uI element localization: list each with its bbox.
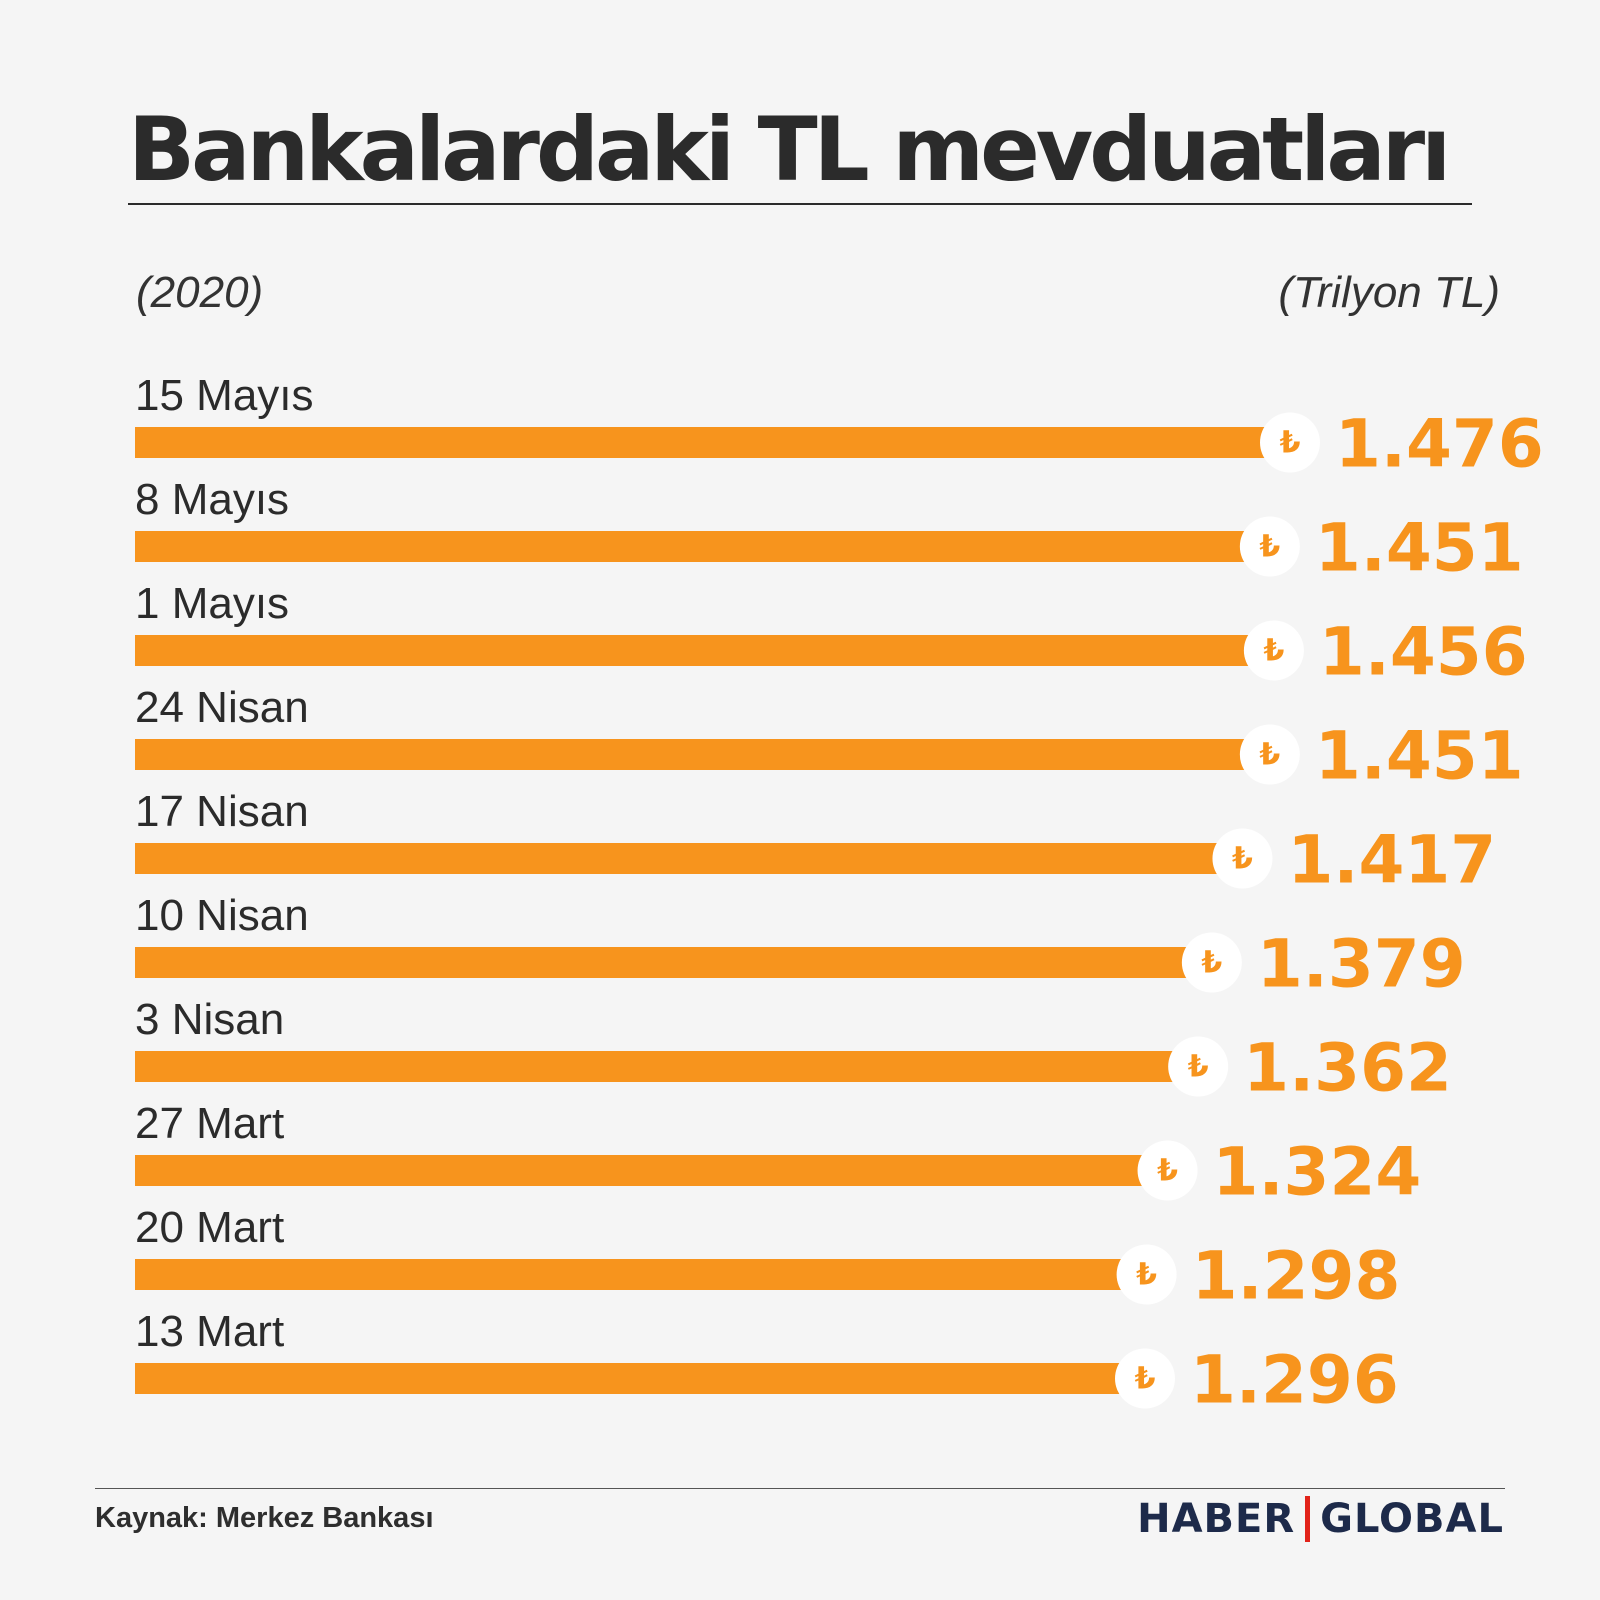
value-label: 1.296	[1190, 1342, 1399, 1419]
period-label: (2020)	[136, 268, 264, 317]
lira-symbol: ₺	[1135, 1362, 1156, 1397]
unit-label: (Trilyon TL)	[1278, 268, 1500, 317]
value-label: 1.417	[1287, 822, 1496, 899]
category-label: 15 Mayıs	[135, 371, 314, 420]
lira-symbol: ₺	[1280, 426, 1301, 461]
turkish-lira-icon	[1243, 620, 1304, 681]
category-label: 24 Nisan	[135, 683, 309, 732]
value-label: 1.451	[1315, 718, 1524, 795]
bar-row: 17 Nisan ₺ 1.417	[135, 787, 1496, 899]
bar-row: 24 Nisan ₺ 1.451	[135, 683, 1524, 795]
value-label: 1.451	[1315, 510, 1524, 587]
lira-symbol: ₺	[1263, 634, 1284, 669]
turkish-lira-icon	[1239, 516, 1300, 577]
turkish-lira-icon	[1168, 1036, 1229, 1097]
bar-row: 27 Mart ₺ 1.324	[135, 1099, 1421, 1211]
logo-separator	[1305, 1496, 1311, 1542]
bar	[135, 947, 1212, 978]
bar-row: 3 Nisan ₺ 1.362	[135, 995, 1452, 1107]
footer-divider	[95, 1488, 1505, 1489]
lira-symbol: ₺	[1259, 530, 1280, 565]
value-label: 1.379	[1257, 926, 1466, 1003]
turkish-lira-icon	[1260, 412, 1320, 473]
turkish-lira-icon	[1239, 724, 1300, 785]
page-title: Bankalardaki TL mevduatları	[128, 98, 1451, 201]
turkish-lira-icon	[1116, 1244, 1177, 1305]
bar	[135, 739, 1270, 770]
turkish-lira-icon	[1212, 828, 1273, 889]
category-label: 17 Nisan	[135, 787, 309, 836]
category-label: 13 Mart	[135, 1307, 284, 1356]
value-label: 1.324	[1213, 1134, 1422, 1211]
bar	[135, 1051, 1199, 1082]
bar	[135, 635, 1274, 666]
bar-row: 8 Mayıs ₺ 1.451	[135, 475, 1524, 587]
bar-row: 10 Nisan ₺ 1.379	[135, 891, 1466, 1003]
category-label: 10 Nisan	[135, 891, 309, 940]
haber-global-logo: HABER GLOBAL	[1137, 1496, 1504, 1542]
category-label: 1 Mayıs	[135, 579, 289, 628]
bar	[135, 531, 1270, 562]
logo-text-haber: HABER	[1137, 1496, 1296, 1542]
lira-symbol: ₺	[1157, 1154, 1178, 1189]
deposits-bar-chart: 15 Mayıs ₺ 1.476 8 Mayıs ₺ 1.451 1 Mayıs ₺ 1.456…	[135, 371, 1544, 1419]
title-underline	[128, 203, 1472, 205]
source-note: Kaynak: Merkez Bankası	[95, 1502, 434, 1534]
category-label: 3 Nisan	[135, 995, 284, 1044]
value-label: 1.476	[1335, 406, 1544, 483]
lira-symbol: ₺	[1136, 1258, 1157, 1293]
value-label: 1.456	[1319, 614, 1528, 691]
category-label: 20 Mart	[135, 1203, 284, 1252]
turkish-lira-icon	[1137, 1140, 1198, 1201]
lira-symbol: ₺	[1259, 738, 1280, 773]
bar-row: 13 Mart ₺ 1.296	[135, 1307, 1399, 1419]
lira-symbol: ₺	[1201, 946, 1222, 981]
bar	[135, 1155, 1168, 1186]
turkish-lira-icon	[1181, 932, 1242, 993]
value-label: 1.362	[1243, 1030, 1452, 1107]
category-label: 8 Mayıs	[135, 475, 289, 524]
bar-row: 1 Mayıs ₺ 1.456	[135, 579, 1528, 691]
bar	[135, 427, 1290, 458]
bar	[135, 843, 1243, 874]
bar	[135, 1363, 1145, 1394]
value-label: 1.298	[1192, 1238, 1401, 1315]
bar	[135, 1259, 1147, 1290]
lira-symbol: ₺	[1232, 842, 1253, 877]
bar-row: 15 Mayıs ₺ 1.476	[135, 371, 1544, 483]
bar-row: 20 Mart ₺ 1.298	[135, 1203, 1400, 1315]
category-label: 27 Mart	[135, 1099, 284, 1148]
logo-text-global: GLOBAL	[1320, 1496, 1504, 1542]
lira-symbol: ₺	[1188, 1050, 1209, 1085]
turkish-lira-icon	[1115, 1348, 1175, 1409]
